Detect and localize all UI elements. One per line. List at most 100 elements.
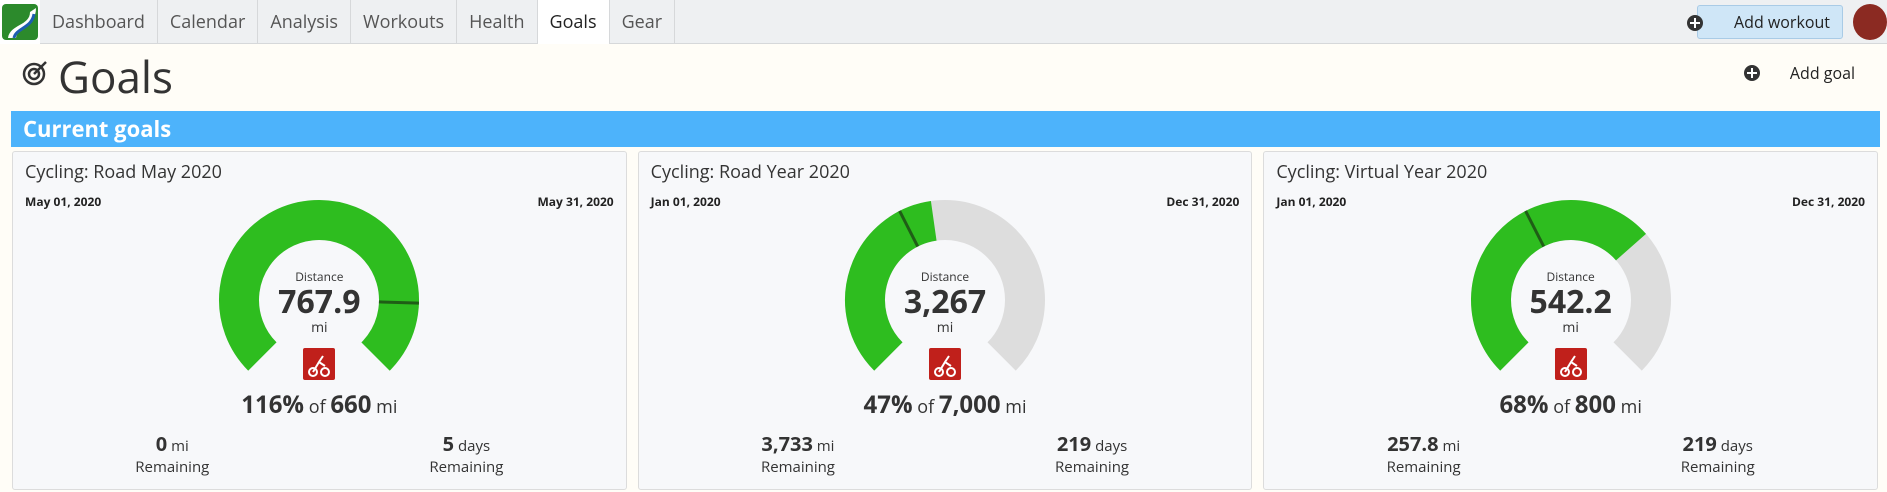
target: 660 [330, 388, 372, 421]
page-title: Goals [58, 46, 173, 106]
gauge-progress [1470, 200, 1646, 371]
of-text: of [308, 395, 326, 419]
gauge [845, 200, 1045, 371]
target-unit: mi [1005, 395, 1027, 419]
remaining-label: Remaining [135, 457, 210, 477]
remaining-label: Remaining [1055, 457, 1130, 477]
target-unit: mi [376, 395, 398, 419]
remaining-value: 0 mi [156, 430, 189, 457]
of-text: of [917, 395, 935, 419]
current-value: 542.2 [1529, 280, 1612, 323]
section-header: Current goals [11, 111, 1880, 147]
sport-icon [929, 348, 961, 380]
logo-icon [2, 4, 38, 40]
nav-tab[interactable]: Dashboard [40, 0, 158, 44]
nav-tab[interactable]: Health [457, 0, 538, 44]
sport-icon [303, 348, 336, 380]
value-unit: mi [1562, 318, 1579, 337]
nav-tab[interactable]: Gear [610, 0, 676, 44]
icon-glyph [1559, 355, 1582, 377]
gauge-arcs [219, 200, 420, 400]
target: 800 [1574, 388, 1616, 421]
remaining-days: 219 [1682, 430, 1717, 457]
start-date: May 01, 2020 [25, 193, 102, 210]
time-elapsed-marker [1523, 210, 1545, 248]
goal-card: Cycling: Road May 2020 May 01, 2020 May 31… [12, 151, 627, 490]
remaining-unit: days [1720, 436, 1753, 456]
logo[interactable] [0, 0, 40, 44]
start-date: Jan 01, 2020 [1276, 193, 1347, 210]
remaining-days: 219 [1056, 430, 1092, 457]
plus-icon [1744, 65, 1760, 81]
gauge-progress [219, 200, 420, 400]
add-workout-button[interactable]: Add workout [1697, 5, 1843, 39]
icon-bg [1554, 348, 1587, 380]
avatar[interactable] [1853, 4, 1887, 40]
goal-title: Cycling: Road Year 2020 [650, 160, 850, 184]
nav-tab[interactable]: Goals [537, 0, 610, 44]
current-value: 767.9 [278, 280, 361, 323]
icon-glyph [308, 355, 331, 377]
remaining-value: 3,733 mi [761, 430, 834, 457]
metric-label: Distance [1546, 268, 1595, 285]
remaining-unit: days [457, 436, 491, 456]
icon-glyph [934, 355, 957, 377]
metric-label: Distance [920, 268, 970, 285]
remaining-value: 219 days [1683, 430, 1753, 457]
tabs: Dashboard Calendar Analysis Workouts Health G… [40, 0, 676, 44]
end-date: Dec 31, 2020 [1792, 193, 1866, 210]
gauge-progress [845, 201, 938, 371]
of-text: of [1553, 395, 1571, 419]
remaining-value: 5 days [443, 430, 491, 457]
add-goal-button[interactable]: Add goal [1789, 62, 1855, 84]
icon-bg [929, 348, 961, 380]
metric-label: Distance [295, 268, 344, 285]
remaining-unit: mi [171, 436, 189, 456]
remaining-value: 257.8 mi [1387, 430, 1460, 457]
goal-cards: Cycling: Road May 2020 May 01, 2020 May 31… [12, 151, 1879, 490]
remaining-distance: 257.8 [1387, 430, 1439, 457]
value-unit: mi [936, 318, 954, 337]
target-unit: mi [1620, 395, 1642, 419]
goal-title: Cycling: Road May 2020 [25, 160, 222, 184]
start-date: Jan 01, 2020 [650, 193, 721, 210]
nav-tab[interactable]: Calendar [158, 0, 259, 44]
value-unit: mi [311, 318, 328, 337]
gauge [219, 200, 420, 400]
nav-tab[interactable]: Workouts [351, 0, 458, 44]
percent-line: 68% of 800 mi [1499, 388, 1641, 421]
percent: 116% [241, 388, 305, 421]
gauge [1470, 200, 1671, 371]
remaining-value: 219 days [1057, 430, 1127, 457]
percent: 47% [863, 388, 913, 421]
percent-line: 47% of 7,000 mi [864, 388, 1027, 421]
target: 7,000 [938, 388, 1001, 421]
plus-icon [1687, 15, 1703, 31]
remaining-distance: 3,733 [761, 430, 813, 457]
remaining-unit: days [1095, 436, 1128, 456]
remaining-label: Remaining [1680, 457, 1755, 477]
end-date: Dec 31, 2020 [1166, 193, 1240, 210]
remaining-label: Remaining [429, 457, 504, 477]
gauge-arcs [845, 200, 1045, 371]
remaining-unit: mi [816, 436, 835, 456]
current-value: 3,267 [903, 280, 987, 323]
remaining-label: Remaining [1386, 457, 1461, 477]
percent-line: 116% of 660 mi [241, 388, 397, 421]
gauge-arcs [1470, 200, 1671, 371]
nav-tab[interactable]: Analysis [258, 0, 351, 44]
time-elapsed-marker [898, 210, 920, 248]
percent: 68% [1499, 388, 1549, 421]
remaining-label: Remaining [760, 457, 835, 477]
end-date: May 31, 2020 [537, 193, 614, 210]
icon-bg [303, 348, 336, 380]
sport-icon [1554, 348, 1587, 380]
goal-card: Cycling: Virtual Year 2020 Jan 01, 2020 De… [1263, 151, 1879, 490]
remaining-days: 5 [442, 430, 455, 457]
goals-icon [22, 61, 47, 86]
remaining-unit: mi [1442, 436, 1461, 456]
remaining-distance: 0 [155, 430, 168, 457]
time-elapsed-marker [379, 300, 420, 305]
goal-title: Cycling: Virtual Year 2020 [1276, 160, 1488, 184]
